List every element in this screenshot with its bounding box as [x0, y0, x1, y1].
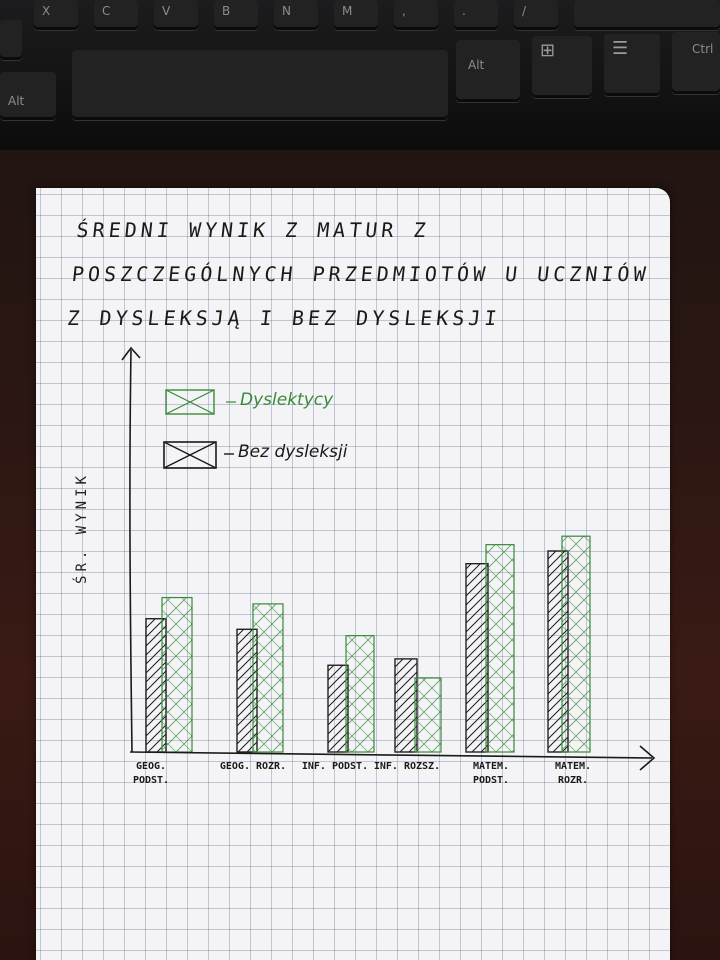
- bar-bez-dysleksji-3: [394, 658, 418, 753]
- bar-dyslektycy-0: [161, 596, 193, 753]
- key-n: N: [274, 0, 318, 30]
- key-v: V: [154, 0, 198, 30]
- keyboard: X C V B N M , . / Alt Alt ⊞ ☰ Ctrl: [0, 0, 720, 150]
- bar-bez-dysleksji-2: [327, 664, 349, 753]
- key-comma: ,: [394, 0, 438, 30]
- x-axis: [129, 751, 653, 759]
- y-axis: [129, 349, 133, 753]
- grid-paper: [36, 188, 670, 960]
- bar-dyslektycy-3: [414, 677, 442, 753]
- key-slash: /: [514, 0, 558, 30]
- key-b: B: [214, 0, 258, 30]
- bar-dyslektycy-5: [561, 535, 591, 753]
- key-alt-right: Alt: [456, 40, 520, 102]
- legend-label-bez-dysleksji: Bez dysleksji: [238, 442, 348, 462]
- x-tick-label: GEOG. PODST.: [132, 761, 170, 786]
- windows-icon: ⊞: [540, 40, 556, 61]
- menu-icon: ☰: [612, 38, 629, 59]
- x-tick-label: MATEM. PODST.: [472, 761, 510, 786]
- bar-dyslektycy-2: [345, 635, 375, 753]
- x-axis-arrow: [639, 745, 656, 771]
- key-windows: ⊞: [532, 36, 592, 98]
- key-menu: ☰: [604, 34, 660, 96]
- y-axis-arrow: [121, 346, 141, 361]
- x-tick-label: MATEM. ROZR.: [554, 761, 592, 786]
- x-tick-label: INF. PODST.: [301, 761, 369, 772]
- bar-dyslektycy-1: [252, 603, 284, 753]
- bar-dyslektycy-4: [485, 544, 515, 753]
- key-ctrl-left: [0, 20, 22, 60]
- key-period: .: [454, 0, 498, 30]
- x-tick-label: INF. ROZSZ.: [373, 761, 441, 772]
- x-tick-label: GEOG. ROZR.: [219, 761, 287, 772]
- key-alt-left: Alt: [0, 72, 56, 120]
- key-shift: [574, 0, 720, 30]
- key-ctrl-right: Ctrl: [672, 32, 720, 94]
- legend-swatch-dyslektycy: [165, 389, 236, 415]
- key-c: C: [94, 0, 138, 30]
- key-x: X: [34, 0, 78, 30]
- bar-bez-dysleksji-4: [465, 562, 489, 753]
- legend-swatch-bez-dysleksji: [163, 441, 234, 469]
- legend-label-dyslektycy: Dyslektycy: [240, 390, 334, 410]
- key-m: M: [334, 0, 378, 30]
- key-space: [72, 50, 448, 120]
